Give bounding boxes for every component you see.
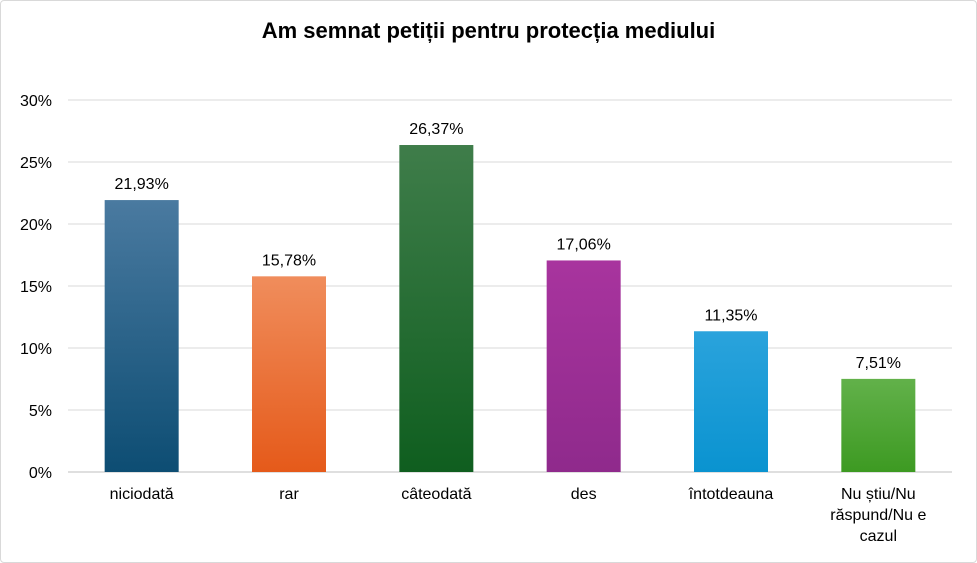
data-label: 26,37% (409, 121, 463, 138)
bars (104, 145, 916, 472)
y-tick-label: 20% (20, 217, 52, 234)
x-tick-label: câteodată (401, 486, 471, 503)
bar (399, 145, 474, 472)
y-axis-ticks: 0% 5% 10% 15% 20% 25% 30% (20, 93, 52, 482)
data-label: 15,78% (262, 252, 316, 269)
data-label: 17,06% (557, 236, 611, 253)
bar (546, 260, 621, 472)
y-tick-label: 5% (29, 403, 52, 420)
y-tick-label: 10% (20, 341, 52, 358)
y-tick-label: 30% (20, 93, 52, 110)
y-tick-label: 15% (20, 279, 52, 296)
bar (104, 200, 179, 472)
bar (841, 378, 916, 472)
category-labels: niciodată rar câteodată des întotdeauna Nu șt… (110, 486, 927, 545)
chart-title: Am semnat petiții pentru protecția mediu… (261, 18, 716, 43)
bar (252, 276, 326, 472)
data-label: 7,51% (856, 355, 901, 372)
x-tick-label: rar (279, 486, 299, 503)
data-label: 21,93% (115, 176, 169, 193)
data-label: 11,35% (704, 307, 757, 324)
x-tick-label: Nu știu/Nu răspund/Nu e cazul (830, 486, 926, 545)
x-tick-label: întotdeauna (688, 486, 774, 503)
x-tick-label: des (571, 486, 597, 503)
data-labels: 21,93% 15,78% 26,37% 17,06% 11,35% 7,51% (115, 121, 901, 372)
y-tick-label: 25% (20, 155, 52, 172)
y-tick-label: 0% (29, 465, 52, 482)
x-tick-label: niciodată (110, 486, 174, 503)
bar (694, 331, 768, 472)
gridlines (68, 99, 952, 473)
